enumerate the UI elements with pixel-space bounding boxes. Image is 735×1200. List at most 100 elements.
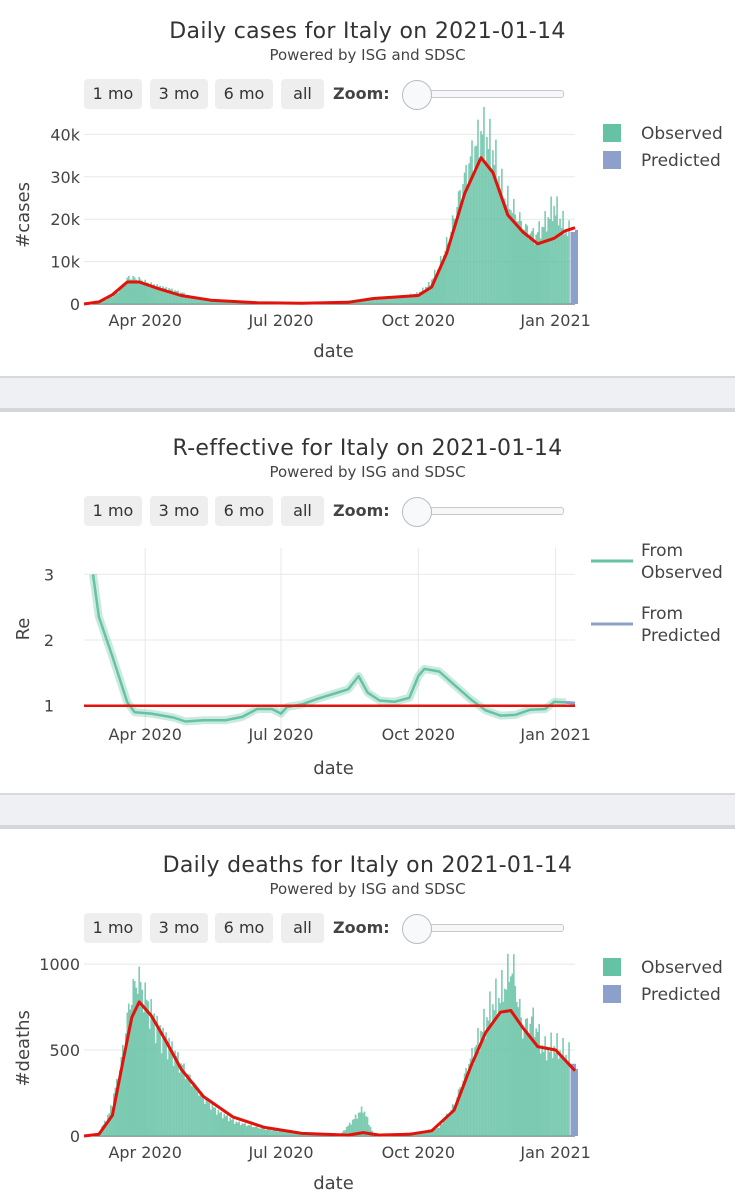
observed-bar	[190, 297, 193, 304]
x-tick-label: Oct 2020	[382, 1143, 455, 1162]
observed-bar	[214, 1107, 217, 1136]
observed-bar	[154, 288, 157, 304]
observed-bar	[160, 290, 163, 304]
range-1mo-button[interactable]: 1 mo	[84, 79, 142, 109]
observed-bar	[377, 298, 379, 304]
observed-bar	[535, 234, 537, 304]
observed-bar	[535, 1028, 537, 1136]
range-1mo-button[interactable]: 1 mo	[84, 496, 142, 526]
observed-bar	[427, 281, 430, 304]
range-3mo-button[interactable]: 3 mo	[150, 496, 208, 526]
observed-bar	[562, 1038, 564, 1136]
zoom-slider-knob[interactable]	[402, 914, 432, 944]
observed-bar	[420, 291, 423, 304]
observed-bar	[284, 1131, 287, 1136]
range-3mo-button[interactable]: 3 mo	[150, 79, 208, 109]
observed-bar	[560, 1057, 563, 1136]
observed-bar	[221, 1118, 224, 1136]
y-tick-label: 2	[44, 631, 54, 650]
observed-bar	[262, 1128, 264, 1136]
observed-bar	[187, 1074, 190, 1136]
observed-bar	[210, 301, 212, 304]
observed-bar	[110, 1105, 112, 1136]
observed-bar	[214, 300, 217, 304]
observed-bar	[153, 1013, 155, 1136]
observed-bar	[568, 220, 570, 304]
range-6mo-button[interactable]: 6 mo	[215, 913, 273, 943]
observed-bar	[199, 298, 202, 304]
observed-bar	[181, 1064, 184, 1136]
observed-bar	[180, 1063, 182, 1136]
observed-bar	[560, 227, 563, 304]
observed-bar	[144, 982, 146, 1136]
observed-bar	[216, 301, 218, 304]
observed-bar	[147, 282, 149, 304]
range-all-button[interactable]: all	[281, 79, 324, 109]
observed-bar	[250, 1124, 252, 1136]
range-6mo-button[interactable]: 6 mo	[215, 79, 273, 109]
observed-bar	[175, 291, 178, 304]
observed-bar	[532, 1007, 535, 1136]
observed-bar	[499, 1003, 502, 1136]
zoom-slider-knob[interactable]	[402, 497, 432, 527]
observed-bar	[213, 1107, 215, 1136]
observed-bar	[399, 297, 402, 304]
observed-bar	[447, 243, 449, 304]
range-all-button[interactable]: all	[281, 913, 324, 943]
observed-bar	[492, 1004, 494, 1136]
observed-bar	[220, 301, 223, 304]
observed-bar	[116, 1078, 118, 1136]
observed-bar	[568, 1042, 570, 1136]
observed-bar	[533, 1036, 536, 1136]
range-all-button[interactable]: all	[281, 496, 324, 526]
range-6mo-button[interactable]: 6 mo	[215, 496, 273, 526]
observed-bar	[374, 299, 376, 304]
observed-bar	[502, 203, 505, 304]
observed-bar	[395, 297, 397, 304]
observed-bar	[216, 1114, 218, 1136]
observed-bar	[538, 221, 540, 304]
observed-bar	[248, 1125, 251, 1136]
observed-bar	[251, 1127, 254, 1136]
observed-bar	[474, 1047, 476, 1136]
observed-bar	[477, 1027, 479, 1136]
observed-bar	[227, 302, 230, 304]
observed-bar	[247, 1125, 249, 1136]
fit-line	[83, 156, 576, 306]
observed-bar	[404, 295, 406, 304]
observed-bar	[529, 1023, 532, 1136]
chart-subtitle: Powered by ISG and SDSC	[269, 463, 466, 481]
observed-bar	[438, 1127, 440, 1136]
observed-bar	[277, 1131, 279, 1136]
observed-bar	[542, 1052, 545, 1136]
observed-bar	[135, 279, 138, 304]
observed-bar	[221, 301, 224, 304]
observed-bar	[559, 1050, 561, 1136]
observed-bar	[365, 1116, 367, 1136]
observed-bar	[496, 1014, 499, 1136]
range-3mo-button[interactable]: 3 mo	[150, 913, 208, 943]
observed-bar	[508, 208, 511, 304]
observed-bar	[101, 300, 103, 304]
range-1mo-button[interactable]: 1 mo	[84, 913, 142, 943]
observed-bar	[550, 196, 552, 304]
re-chart: 1 2 3 Apr 2020 Jul 2020 Oct 2020 Jan 2021 date R…	[13, 541, 723, 779]
observed-bar	[487, 149, 490, 304]
observed-bar	[368, 299, 370, 304]
observed-bar	[493, 1010, 496, 1136]
zoom-slider-knob[interactable]	[402, 80, 432, 110]
observed-bar	[130, 279, 133, 304]
observed-bar	[145, 282, 148, 304]
observed-bar	[480, 131, 482, 304]
x-tick-label: Jul 2020	[247, 311, 313, 330]
observed-bar	[444, 250, 446, 304]
observed-bar	[471, 140, 473, 304]
observed-bar	[417, 295, 420, 304]
observed-bar	[505, 204, 508, 304]
observed-bar	[353, 1118, 355, 1136]
observed-bar	[357, 1112, 360, 1136]
observed-bar	[453, 1105, 455, 1136]
observed-bar	[287, 1131, 290, 1136]
observed-bar	[526, 1018, 529, 1136]
x-tick-label: Jan 2021	[519, 311, 590, 330]
